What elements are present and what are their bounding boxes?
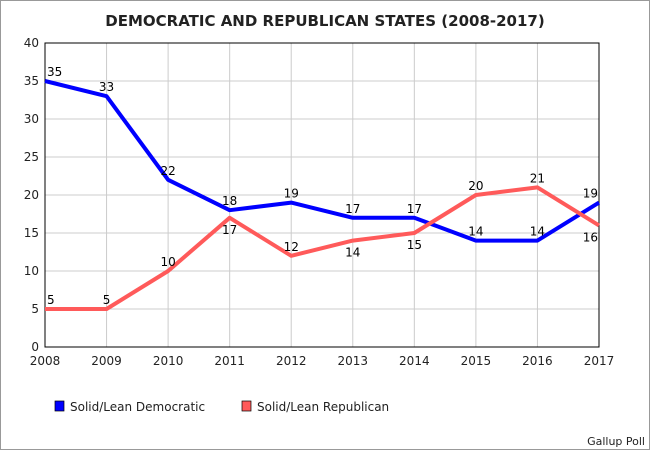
x-tick-label: 2013 bbox=[338, 354, 369, 368]
data-label-democratic: 17 bbox=[345, 202, 360, 216]
series-line-republican bbox=[45, 185, 601, 311]
x-tick-label: 2009 bbox=[91, 354, 122, 368]
x-tick-label: 2017 bbox=[584, 354, 615, 368]
y-tick-label: 15 bbox=[24, 226, 39, 240]
data-label-republican: 15 bbox=[407, 238, 422, 252]
data-label-democratic: 19 bbox=[583, 187, 598, 201]
data-label-republican: 10 bbox=[160, 255, 175, 269]
data-label-republican: 5 bbox=[103, 293, 111, 307]
data-label-republican: 20 bbox=[468, 179, 483, 193]
y-tick-label: 35 bbox=[24, 74, 39, 88]
x-tick-label: 2011 bbox=[214, 354, 245, 368]
x-tick-label: 2016 bbox=[522, 354, 553, 368]
data-label-democratic: 33 bbox=[99, 80, 114, 94]
data-label-republican: 14 bbox=[345, 246, 360, 260]
y-tick-label: 40 bbox=[24, 36, 39, 50]
legend: Solid/Lean Democratic Solid/Lean Republi… bbox=[54, 400, 389, 414]
data-label-democratic: 18 bbox=[222, 194, 237, 208]
y-tick-label: 5 bbox=[31, 302, 39, 316]
chart-title: DEMOCRATIC AND REPUBLICAN STATES (2008-2… bbox=[105, 12, 544, 30]
legend-swatch-republican bbox=[241, 400, 252, 412]
legend-label-republican: Solid/Lean Republican bbox=[257, 400, 389, 414]
data-label-republican: 12 bbox=[284, 240, 299, 254]
plot-border bbox=[44, 42, 600, 348]
x-tick-label: 2014 bbox=[399, 354, 430, 368]
data-label-democratic: 14 bbox=[530, 225, 545, 239]
data-label-democratic: 17 bbox=[407, 202, 422, 216]
data-label-republican: 21 bbox=[530, 171, 545, 185]
data-label-republican: 16 bbox=[583, 230, 598, 244]
series-line-democratic bbox=[44, 79, 601, 243]
source-label: Gallup Poll bbox=[587, 435, 645, 448]
x-tick-label: 2008 bbox=[30, 354, 61, 368]
x-tick-label: 2015 bbox=[461, 354, 492, 368]
y-tick-label: 30 bbox=[24, 112, 39, 126]
data-label-democratic: 19 bbox=[284, 187, 299, 201]
y-tick-label: 25 bbox=[24, 150, 39, 164]
data-label-democratic: 14 bbox=[468, 225, 483, 239]
data-label-democratic: 35 bbox=[47, 65, 62, 79]
data-label-republican: 17 bbox=[222, 223, 237, 237]
data-label-republican: 5 bbox=[47, 293, 55, 307]
x-tick-label: 2010 bbox=[153, 354, 184, 368]
data-label-democratic: 22 bbox=[160, 164, 175, 178]
legend-swatch-democratic bbox=[54, 400, 65, 412]
y-tick-label: 0 bbox=[31, 340, 39, 354]
legend-label-democratic: Solid/Lean Democratic bbox=[70, 400, 205, 414]
y-tick-label: 20 bbox=[24, 188, 39, 202]
x-tick-label: 2012 bbox=[276, 354, 307, 368]
y-tick-label: 10 bbox=[24, 264, 39, 278]
